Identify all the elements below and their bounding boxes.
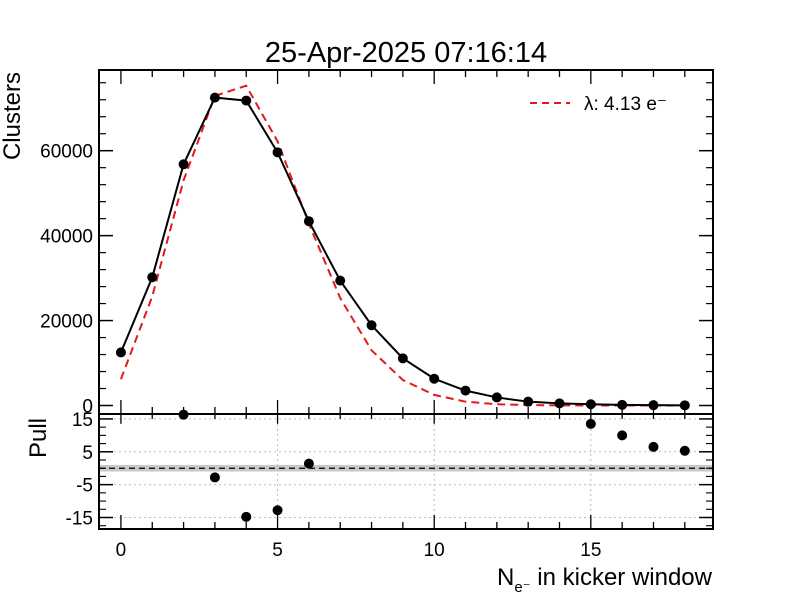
data-point (491, 392, 502, 403)
pull-point (617, 430, 628, 441)
pull-y-tick-label: -5 (76, 476, 93, 497)
data-point (366, 320, 377, 331)
pull-point (241, 511, 252, 522)
pull-point (585, 418, 596, 429)
main-panel: 0 20000 40000 60000 Clusters λ: 4.13 e⁻ (0, 69, 714, 418)
data-point (335, 275, 346, 286)
pull-x-ticks: 0 5 10 15 (116, 414, 686, 561)
pull-point (272, 505, 283, 516)
data-point (397, 353, 408, 364)
pull-point (209, 472, 220, 483)
legend: λ: 4.13 e⁻ (530, 94, 667, 115)
x-tick-label: 10 (424, 540, 445, 561)
main-plot-frame (98, 69, 714, 415)
x-axis-label-subscript: e⁻ (514, 579, 530, 595)
pull-panel: 15 5 -5 -15 0 5 10 15 Pull Ne⁻ in kicker windo… (25, 409, 714, 595)
data-point (554, 398, 565, 409)
main-y-tick-label: 0 (82, 397, 93, 418)
data-point (241, 95, 252, 106)
y-axis-label-pull: Pull (25, 418, 52, 458)
main-y-tick-label: 40000 (40, 227, 93, 248)
pull-point (648, 441, 659, 452)
pull-point (679, 445, 690, 456)
data-point (460, 385, 471, 396)
x-axis-label: Ne⁻ in kicker window (497, 564, 713, 595)
data-point (679, 400, 690, 411)
main-y-tick-label: 60000 (40, 142, 93, 163)
data-point (115, 347, 126, 358)
pull-y-tick-label: 5 (82, 443, 93, 464)
data-point (209, 92, 220, 103)
data-point (272, 147, 283, 158)
x-axis-label-n: N (497, 564, 514, 591)
x-axis-label-rest: in kicker window (531, 564, 713, 591)
data-point (648, 400, 659, 411)
data-point (147, 272, 158, 283)
legend-fit-label: λ: 4.13 e⁻ (584, 94, 667, 115)
pull-point (303, 458, 314, 469)
data-point (617, 399, 628, 410)
pull-y-tick-label: 15 (72, 410, 93, 431)
pull-point (178, 409, 189, 420)
x-tick-label: 15 (580, 540, 601, 561)
pull-y-tick-label: -15 (66, 509, 93, 530)
main-y-tick-label: 20000 (40, 312, 93, 333)
chart-title: 25-Apr-2025 07:16:14 (265, 37, 547, 69)
data-point (585, 399, 596, 410)
data-point (429, 373, 440, 384)
data-point (303, 216, 314, 227)
pull-y-ticks: 15 5 -5 -15 (66, 410, 713, 530)
x-tick-label: 0 (116, 540, 127, 561)
pull-points (178, 409, 690, 522)
x-tick-label: 5 (272, 540, 283, 561)
pull-plot-frame (98, 413, 714, 530)
data-point (523, 396, 534, 407)
main-series (115, 84, 690, 411)
y-axis-label-clusters: Clusters (0, 72, 26, 160)
main-y-ticks: 0 20000 40000 60000 (40, 82, 713, 418)
data-point (178, 159, 189, 170)
pull-band (99, 464, 713, 472)
